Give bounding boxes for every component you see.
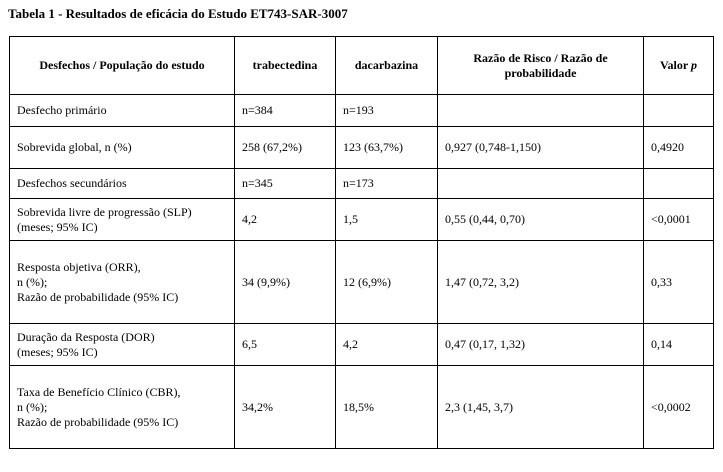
cell-endpoint: Sobrevida global, n (%) [9, 126, 235, 169]
header-p-value-p: p [691, 58, 697, 72]
cell-dacarbazina: 1,5 [335, 198, 438, 241]
header-p-value-prefix: Valor [659, 58, 691, 72]
table-row: Resposta objetiva (ORR), n (%); Razão de… [9, 240, 714, 324]
table-row: Desfecho primário n=384 n=193 [9, 94, 714, 127]
table-row: Desfechos secundários n=345 n=173 [9, 168, 714, 199]
table-row: Taxa de Benefício Clínico (CBR), n (%); … [9, 365, 714, 449]
header-p-value: Valor p [643, 36, 714, 95]
cell-trabectedina: 34,2% [234, 365, 336, 449]
table-row: Duração da Resposta (DOR) (meses; 95% IC… [9, 323, 714, 366]
cell-endpoint: Desfecho primário [9, 94, 235, 127]
cell-ratio: 1,47 (0,72, 3,2) [437, 240, 644, 324]
cell-trabectedina: n=345 [234, 168, 336, 199]
cell-trabectedina: 258 (67,2%) [234, 126, 336, 169]
cell-ratio: 0,47 (0,17, 1,32) [437, 323, 644, 366]
header-trabectedina: trabectedina [234, 36, 336, 95]
cell-p-value [643, 94, 714, 127]
cell-ratio [437, 168, 644, 199]
cell-trabectedina: 6,5 [234, 323, 336, 366]
header-endpoints: Desfechos / População do estudo [9, 36, 235, 95]
cell-ratio: 0,927 (0,748-1,150) [437, 126, 644, 169]
cell-p-value: <0,0001 [643, 198, 714, 241]
cell-p-value [643, 168, 714, 199]
cell-dacarbazina: 18,5% [335, 365, 438, 449]
table-row: Sobrevida global, n (%) 258 (67,2%) 123 … [9, 126, 714, 169]
cell-trabectedina: 4,2 [234, 198, 336, 241]
cell-endpoint: Sobrevida livre de progressão (SLP) (mes… [9, 198, 235, 241]
cell-dacarbazina: 123 (63,7%) [335, 126, 438, 169]
cell-ratio [437, 94, 644, 127]
cell-p-value: <0,0002 [643, 365, 714, 449]
cell-ratio: 0,55 (0,44, 0,70) [437, 198, 644, 241]
header-dacarbazina: dacarbazina [335, 36, 438, 95]
cell-dacarbazina: 4,2 [335, 323, 438, 366]
cell-ratio: 2,3 (1,45, 3,7) [437, 365, 644, 449]
table-caption: Tabela 1 - Resultados de eficácia do Est… [8, 6, 348, 21]
efficacy-results-table: Desfechos / População do estudo trabecte… [9, 36, 714, 449]
cell-endpoint: Resposta objetiva (ORR), n (%); Razão de… [9, 240, 235, 324]
cell-dacarbazina: n=193 [335, 94, 438, 127]
table-row: Sobrevida livre de progressão (SLP) (mes… [9, 198, 714, 241]
cell-dacarbazina: n=173 [335, 168, 438, 199]
cell-dacarbazina: 12 (6,9%) [335, 240, 438, 324]
cell-endpoint: Taxa de Benefício Clínico (CBR), n (%); … [9, 365, 235, 449]
header-row: Desfechos / População do estudo trabecte… [9, 36, 714, 95]
cell-endpoint: Duração da Resposta (DOR) (meses; 95% IC… [9, 323, 235, 366]
cell-endpoint: Desfechos secundários [9, 168, 235, 199]
cell-p-value: 0,14 [643, 323, 714, 366]
cell-p-value: 0,33 [643, 240, 714, 324]
cell-p-value: 0,4920 [643, 126, 714, 169]
cell-trabectedina: 34 (9,9%) [234, 240, 336, 324]
header-hazard-ratio: Razão de Risco / Razão de probabilidade [437, 36, 644, 95]
cell-trabectedina: n=384 [234, 94, 336, 127]
